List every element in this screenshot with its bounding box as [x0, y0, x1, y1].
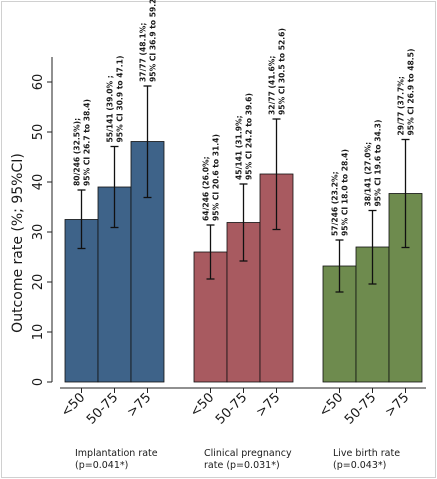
- bar-label-ci: 95% CI 30.5 to 52.6): [278, 28, 287, 115]
- y-tick-label: 40: [31, 174, 46, 191]
- group-labels: Implantation rate(p=0.041*) Clinical preg…: [75, 448, 400, 471]
- bar-label-count: 38/141 (27.0%;: [364, 142, 373, 207]
- bar-label-count: 32/77 (41.6%;: [268, 56, 277, 115]
- error-bars: [77, 85, 410, 293]
- bar-label-ci: 95% CI 20.6 to 31.4): [212, 134, 221, 221]
- bar-label-count: 57/246 (23.2%;: [331, 171, 340, 236]
- group-label: Live birth rate: [333, 448, 400, 459]
- bar-label-ci: 95% CI 26.7 to 38.4): [83, 99, 92, 186]
- bars: [64, 141, 423, 383]
- group-label: Clinical pregnancy: [204, 448, 292, 459]
- bar-label-count: 45/141 (31.9%;: [235, 115, 244, 180]
- y-tick-label: 20: [31, 274, 46, 291]
- bar-label-count: 80/246 (32.5%);: [73, 118, 82, 186]
- bar-label-ci: 95% CI 30.9 to 47.1): [116, 56, 125, 143]
- bar-label-ci: 95% CI 18.0 to 28.4): [341, 149, 350, 236]
- y-tick-label: 0: [31, 378, 46, 386]
- bar-label-ci: 95% CI 26.9 to 48.5): [407, 49, 416, 136]
- y-tick-label: 30: [31, 224, 46, 241]
- bar-label-ci: 95% CI 24.2 to 39.6): [245, 93, 254, 180]
- group-label-pvalue: (p=0.041*): [75, 460, 128, 471]
- y-axis: 0 10 20 30 40 50 60: [31, 57, 53, 386]
- bar-label-count: 64/246 (26.0%;: [202, 156, 211, 221]
- bar-label-count: 37/77 (48.1%;: [139, 23, 148, 82]
- group-label-pvalue: (p=0.043*): [333, 460, 386, 471]
- group-label: Implantation rate: [75, 448, 158, 459]
- bar-label-ci: 95% CI 19.6 to 34.3): [374, 120, 383, 207]
- bar-label-count: 29/77 (37.7%;: [397, 76, 406, 135]
- y-tick-label: 10: [31, 324, 46, 341]
- bar-labels: 80/246 (32.5%); 95% CI 26.7 to 38.4) 55/14…: [73, 0, 416, 236]
- bar-label-count: 55/141 (39.0% ;: [106, 75, 115, 142]
- y-tick-label: 60: [31, 74, 46, 91]
- group-label-pvalue: rate (p=0.031*): [204, 460, 280, 471]
- y-axis-label: Outcome rate (%; 95%CI): [10, 153, 26, 333]
- y-tick-label: 50: [31, 124, 46, 141]
- bar-label-ci: 95% CI 36.9 to 59.2): [149, 0, 158, 82]
